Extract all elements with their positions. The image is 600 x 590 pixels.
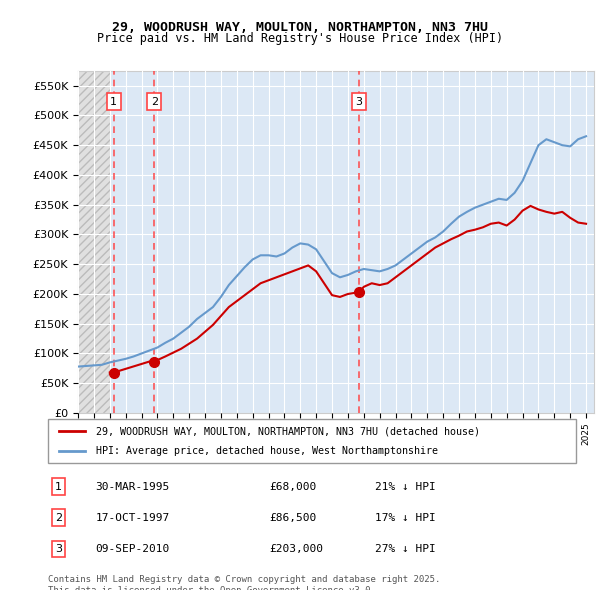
Text: 29, WOODRUSH WAY, MOULTON, NORTHAMPTON, NN3 7HU (detached house): 29, WOODRUSH WAY, MOULTON, NORTHAMPTON, …	[95, 427, 479, 436]
Text: 29, WOODRUSH WAY, MOULTON, NORTHAMPTON, NN3 7HU: 29, WOODRUSH WAY, MOULTON, NORTHAMPTON, …	[112, 21, 488, 34]
Text: 1: 1	[110, 97, 117, 107]
Text: 2: 2	[151, 97, 158, 107]
Text: 17-OCT-1997: 17-OCT-1997	[95, 513, 170, 523]
Text: 3: 3	[55, 544, 62, 554]
Text: 2: 2	[55, 513, 62, 523]
Text: HPI: Average price, detached house, West Northamptonshire: HPI: Average price, detached house, West…	[95, 446, 437, 455]
Text: £86,500: £86,500	[270, 513, 317, 523]
Text: Price paid vs. HM Land Registry's House Price Index (HPI): Price paid vs. HM Land Registry's House …	[97, 32, 503, 45]
Text: £203,000: £203,000	[270, 544, 324, 554]
Text: 1: 1	[55, 481, 62, 491]
Text: 09-SEP-2010: 09-SEP-2010	[95, 544, 170, 554]
Text: 17% ↓ HPI: 17% ↓ HPI	[376, 513, 436, 523]
FancyBboxPatch shape	[48, 419, 576, 463]
Text: 27% ↓ HPI: 27% ↓ HPI	[376, 544, 436, 554]
Bar	[78, 71, 110, 413]
Text: Contains HM Land Registry data © Crown copyright and database right 2025.
This d: Contains HM Land Registry data © Crown c…	[48, 575, 440, 590]
Text: 3: 3	[356, 97, 362, 107]
Text: 21% ↓ HPI: 21% ↓ HPI	[376, 481, 436, 491]
Text: £68,000: £68,000	[270, 481, 317, 491]
Text: 30-MAR-1995: 30-MAR-1995	[95, 481, 170, 491]
